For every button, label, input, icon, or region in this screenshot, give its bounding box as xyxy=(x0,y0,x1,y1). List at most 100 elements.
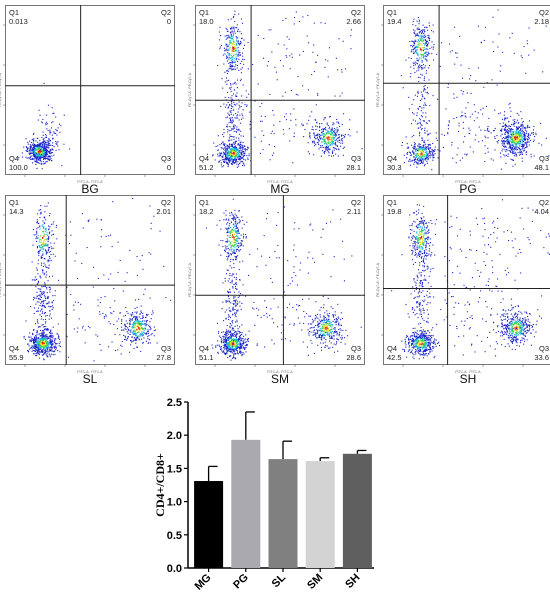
panel-label-mg: MG xyxy=(270,182,290,196)
quadrant-percentage: 2.01 xyxy=(156,207,171,216)
flow-plot-mg: FITC-A : FITC-A PE-Cy7-A : PE-Cy7-A xyxy=(188,5,365,184)
quadrant-q1-label: Q1 0.013 xyxy=(9,8,28,26)
quadrant-percentage: 18.0 xyxy=(199,17,214,26)
quadrant-name: Q4 xyxy=(9,344,20,353)
quadrant-q4-label: Q4 100.0 xyxy=(9,154,28,172)
quadrant-q3-label: Q3 28.6 xyxy=(346,344,361,362)
quadrant-q2-label: Q2 2.11 xyxy=(347,198,361,216)
quadrant-percentage: 19.8 xyxy=(387,207,402,216)
panel-label-sl: SL xyxy=(82,372,98,386)
bar-sl xyxy=(268,459,298,568)
quadrant-q3-label: Q3 28.1 xyxy=(346,154,361,172)
x-tick-label-sh: SH xyxy=(343,572,362,591)
quadrant-name: Q4 xyxy=(199,154,210,163)
y-axis-label: PE-Cy7-A : PE-Cy7-A xyxy=(0,72,2,107)
quadrant-name: Q2 xyxy=(160,8,171,17)
quadrant-name: Q2 xyxy=(350,198,361,207)
y-tick-label: 0.5 xyxy=(167,530,182,542)
y-axis-title: CD4+/CD8+ xyxy=(153,453,167,517)
flow-plot-sl: FITC-A : FITC-A PE-Cy7-A : PE-Cy7-A xyxy=(0,195,175,374)
y-tick-label: 2.0 xyxy=(167,430,182,442)
panel-label-sh: SH xyxy=(459,372,477,386)
flow-plot-sh: FITC-A : FITC-A PE-Cy7-A : PE-Cy7-A xyxy=(376,195,550,374)
y-tick-label: 0.0 xyxy=(167,563,182,575)
quadrant-name: Q3 xyxy=(538,154,549,163)
quadrant-percentage: 0.013 xyxy=(9,17,28,26)
quadrant-name: Q3 xyxy=(350,154,361,163)
flow-panel-mg: FITC-A : FITC-A PE-Cy7-A : PE-Cy7-A Q1 18.0… xyxy=(188,5,365,184)
quadrant-q2-label: Q2 0 xyxy=(161,8,171,26)
quadrant-name: Q2 xyxy=(350,8,361,17)
bar-sm xyxy=(305,461,335,568)
quadrant-name: Q3 xyxy=(160,154,171,163)
cd4-cd8-bar-chart: 0.0 0.5 1.0 1.5 2.0 2.5 CD4+/CD8+ MG PG SL SM SH xyxy=(153,397,374,593)
plot-frame xyxy=(383,5,550,175)
quadrant-q4-label: Q4 30.3 xyxy=(387,154,402,172)
quadrant-percentage: 4.04 xyxy=(534,207,549,216)
y-axis-label: PE-Cy7-A : PE-Cy7-A xyxy=(188,262,192,297)
bar-sh xyxy=(342,453,372,568)
panel-label-sm: SM xyxy=(271,372,289,386)
quadrant-name: Q1 xyxy=(199,198,210,207)
flow-panel-pg: FITC-A : FITC-A PE-Cy7-A : PE-Cy7-A Q1 19.4… xyxy=(376,5,550,184)
y-tick-label: 1.5 xyxy=(167,463,182,475)
quadrant-q1-label: Q1 18.2 xyxy=(199,198,214,216)
x-tick-label-sm: SM xyxy=(305,572,325,592)
x-axis-label: FITC-A : FITC-A xyxy=(267,180,293,184)
quadrant-name: Q2 xyxy=(160,198,171,207)
plot-frame xyxy=(195,195,365,365)
quadrant-q4-label: Q4 51.1 xyxy=(199,344,214,362)
quadrant-q4-label: Q4 42.5 xyxy=(387,344,402,362)
x-axis-label: FITC-A : FITC-A xyxy=(267,370,293,374)
y-axis-label: PE-Cy7-A : PE-Cy7-A xyxy=(376,72,380,107)
y-tick-label: 1.0 xyxy=(167,497,182,509)
quadrant-q3-label: Q3 48.1 xyxy=(534,154,549,172)
bar-mg xyxy=(194,481,224,568)
quadrant-q1-label: Q1 19.8 xyxy=(387,198,402,216)
x-tick-label-sl: SL xyxy=(270,571,289,590)
quadrant-percentage: 18.2 xyxy=(199,207,214,216)
x-axis-label: FITC-A : FITC-A xyxy=(77,180,103,184)
quadrant-name: Q3 xyxy=(538,344,549,353)
quadrant-percentage: 30.3 xyxy=(387,163,402,172)
quadrant-q2-label: Q2 2.01 xyxy=(156,198,171,216)
quadrant-percentage: 28.1 xyxy=(346,163,361,172)
x-axis-label: FITC-A : FITC-A xyxy=(77,370,103,374)
bar-pg xyxy=(231,439,261,568)
quadrant-name: Q4 xyxy=(387,154,398,163)
quadrant-percentage: 27.8 xyxy=(156,353,171,362)
quadrant-q1-label: Q1 14.3 xyxy=(9,198,24,216)
quadrant-percentage: 48.1 xyxy=(534,163,549,172)
quadrant-q1-label: Q1 19.4 xyxy=(387,8,402,26)
panel-label-pg: PG xyxy=(459,182,477,196)
quadrant-percentage: 0 xyxy=(166,163,171,172)
quadrant-name: Q4 xyxy=(199,344,210,353)
quadrant-q4-label: Q4 51.2 xyxy=(199,154,214,172)
quadrant-q1-label: Q1 18.0 xyxy=(199,8,214,26)
quadrant-name: Q1 xyxy=(9,8,20,17)
x-tick-label-pg: PG xyxy=(231,572,251,592)
quadrant-name: Q4 xyxy=(9,154,20,163)
quadrant-percentage: 51.1 xyxy=(199,353,214,362)
quadrant-q3-label: Q3 0 xyxy=(161,154,171,172)
quadrant-name: Q4 xyxy=(387,344,398,353)
panel-label-bg: BG xyxy=(81,182,99,196)
quadrant-q3-label: Q3 33.6 xyxy=(534,344,549,362)
flow-plot-pg: FITC-A : FITC-A PE-Cy7-A : PE-Cy7-A xyxy=(376,5,550,184)
flow-plot-bg: FITC-A : FITC-A PE-Cy7-A : PE-Cy7-A xyxy=(0,5,175,184)
quadrant-q3-label: Q3 27.8 xyxy=(156,344,171,362)
quadrant-name: Q1 xyxy=(387,8,398,17)
x-axis-label: FITC-A : FITC-A xyxy=(455,180,481,184)
x-tick-label-mg: MG xyxy=(193,572,214,593)
quadrant-percentage: 19.4 xyxy=(387,17,402,26)
quadrant-percentage: 42.5 xyxy=(387,353,402,362)
y-axis-label: PE-Cy7-A : PE-Cy7-A xyxy=(376,262,380,297)
quadrant-percentage: 2.18 xyxy=(534,17,549,26)
flow-panel-sl: FITC-A : FITC-A PE-Cy7-A : PE-Cy7-A Q114.3… xyxy=(0,195,175,374)
quadrant-q2-label: Q2 2.66 xyxy=(346,8,361,26)
quadrant-name: Q1 xyxy=(387,198,398,207)
quadrant-percentage: 28.6 xyxy=(346,353,361,362)
flow-panel-bg: FITC-A : FITC-A PE-Cy7-A : PE-Cy7-A Q10.01… xyxy=(0,5,175,184)
x-axis-label: FITC-A : FITC-A xyxy=(455,370,481,374)
quadrant-name: Q2 xyxy=(538,8,549,17)
